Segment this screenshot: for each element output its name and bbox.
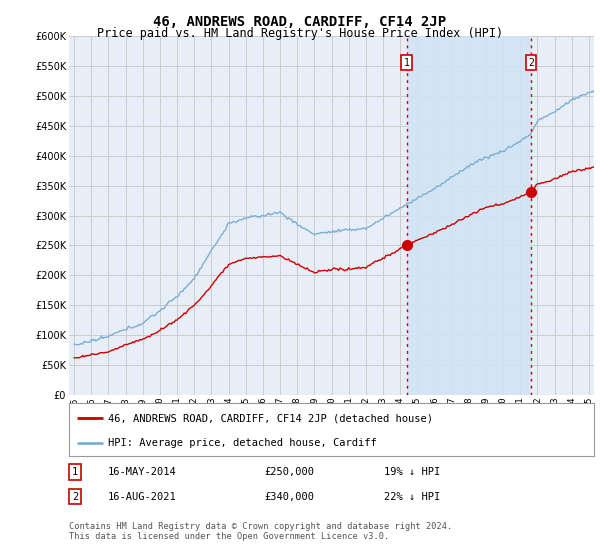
Text: 19% ↓ HPI: 19% ↓ HPI — [384, 467, 440, 477]
Text: £340,000: £340,000 — [264, 492, 314, 502]
Text: 22% ↓ HPI: 22% ↓ HPI — [384, 492, 440, 502]
Text: 46, ANDREWS ROAD, CARDIFF, CF14 2JP (detached house): 46, ANDREWS ROAD, CARDIFF, CF14 2JP (det… — [109, 413, 433, 423]
Text: 16-MAY-2014: 16-MAY-2014 — [108, 467, 177, 477]
Text: 2: 2 — [528, 58, 534, 68]
Text: HPI: Average price, detached house, Cardiff: HPI: Average price, detached house, Card… — [109, 438, 377, 448]
Text: 1: 1 — [72, 467, 78, 477]
Text: 16-AUG-2021: 16-AUG-2021 — [108, 492, 177, 502]
Text: 2: 2 — [72, 492, 78, 502]
Text: 46, ANDREWS ROAD, CARDIFF, CF14 2JP: 46, ANDREWS ROAD, CARDIFF, CF14 2JP — [154, 15, 446, 29]
Text: Price paid vs. HM Land Registry's House Price Index (HPI): Price paid vs. HM Land Registry's House … — [97, 27, 503, 40]
Text: Contains HM Land Registry data © Crown copyright and database right 2024.
This d: Contains HM Land Registry data © Crown c… — [69, 522, 452, 542]
Text: 1: 1 — [404, 58, 409, 68]
Bar — [407, 36, 531, 395]
Text: £250,000: £250,000 — [264, 467, 314, 477]
